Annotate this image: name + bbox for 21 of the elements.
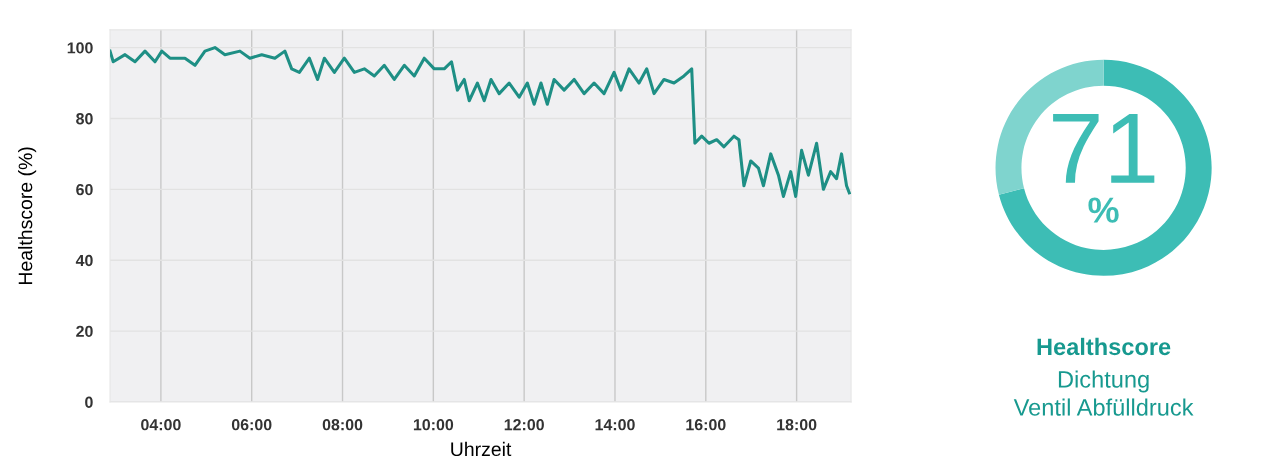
text: Healthscore: [1037, 337, 1171, 356]
y-tick-label: 40: [75, 254, 93, 267]
x-tick-label: 18:00: [777, 419, 817, 431]
y-axis-title: Healthscore (%): [18, 147, 37, 285]
donut-slice: [998, 59, 1212, 276]
y-tick-label: 0: [85, 396, 93, 408]
x-tick-label: 10:00: [413, 419, 454, 431]
x-tick-label: 06:00: [231, 419, 272, 431]
x-tick-label: 14:00: [595, 419, 635, 431]
y-tick-label: 60: [76, 183, 93, 196]
y-tick-label: 80: [76, 113, 93, 125]
x-tick-label: 04:00: [141, 419, 181, 431]
x-tick-label: 08:00: [322, 419, 363, 431]
x-tick-label: 12:00: [504, 419, 544, 431]
data-label: 71 %: [1053, 114, 1155, 223]
y-tick-label: 100: [67, 42, 93, 54]
x-tick-label: 16:00: [686, 419, 726, 431]
x-axis-title: Uhrzeit: [451, 441, 512, 457]
y-tick-label: 20: [76, 325, 93, 338]
text: Dichtung Ventil Abfülldruck: [1013, 370, 1194, 416]
line-series: [110, 46, 851, 198]
